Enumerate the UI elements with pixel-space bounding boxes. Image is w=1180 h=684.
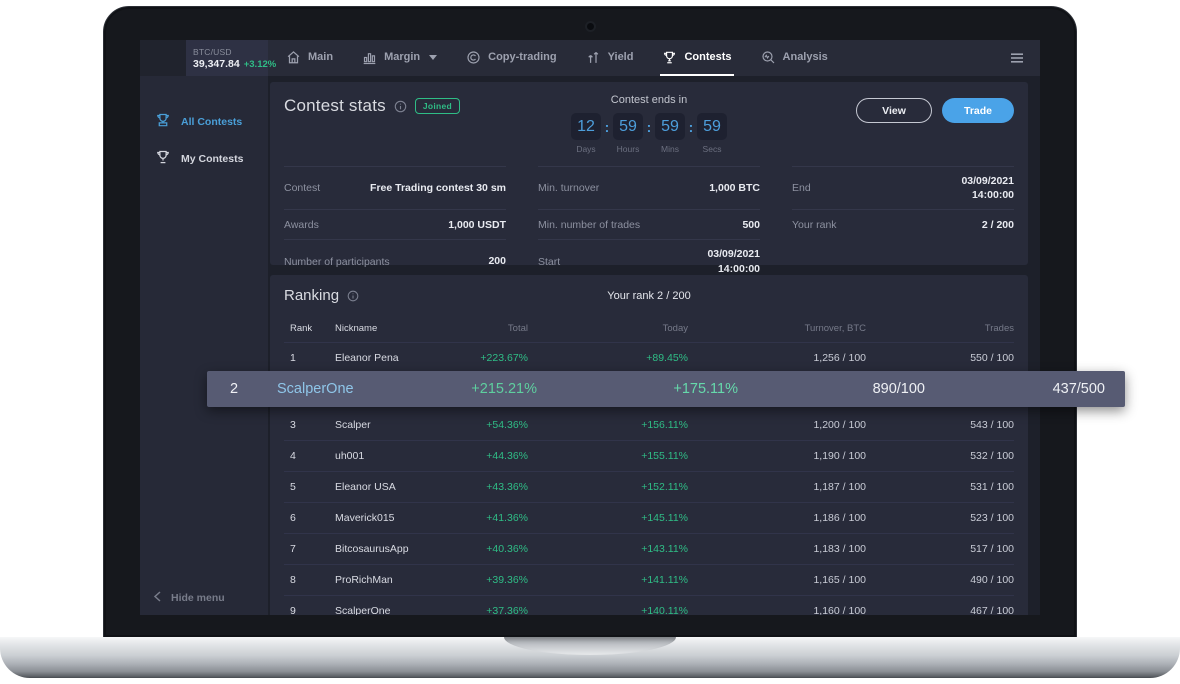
sidebar-item-all-contests[interactable]: All Contests: [140, 103, 268, 140]
trading-app-screen: BTC/USD 39,347.84 +3.12% Main: [140, 40, 1040, 615]
view-button[interactable]: View: [856, 98, 932, 123]
nav-item-label: Margin: [384, 51, 421, 63]
nav-menu: Main Margin: [268, 40, 1008, 76]
analysis-search-icon: [761, 50, 776, 65]
nav-item-main[interactable]: Main: [284, 40, 335, 76]
laptop-base-notch: [504, 637, 676, 655]
my-contests-trophy-icon: [155, 149, 171, 168]
table-row[interactable]: 6 Maverick015 +41.36% +145.11% 1,186 / 1…: [284, 503, 1014, 534]
sidebar-item-label: My Contests: [181, 152, 244, 165]
copy-trading-icon: [466, 50, 481, 65]
joined-badge: Joined: [414, 98, 461, 114]
table-row[interactable]: 7 BitcosaurusApp +40.36% +143.11% 1,183 …: [284, 534, 1014, 565]
nav-item-contests[interactable]: Contests: [660, 40, 734, 76]
field-min-trades: Min. number of trades 500: [538, 209, 760, 239]
highlighted-nickname: ScalperOne: [277, 381, 354, 397]
countdown-separator: [685, 113, 697, 140]
ranking-title: Ranking: [284, 287, 340, 304]
nav-item-label: Copy-trading: [488, 51, 557, 63]
field-your-rank: Your rank 2 / 200: [792, 209, 1014, 239]
contest-stats-title: Contest stats: [284, 96, 386, 115]
highlighted-total: +215.21%: [471, 381, 537, 397]
countdown-secs: 59 Secs: [697, 113, 727, 154]
contest-countdown: Contest ends in 12 Days 59: [571, 94, 727, 154]
hamburger-menu-icon[interactable]: [1008, 40, 1040, 76]
sidebar-item-label: All Contests: [181, 115, 243, 128]
nav-item-copy-trading[interactable]: Copy-trading: [464, 40, 558, 76]
nav-item-label: Contests: [684, 51, 732, 63]
home-icon: [286, 50, 301, 65]
top-nav: BTC/USD 39,347.84 +3.12% Main: [140, 40, 1040, 76]
contests-sidebar: All Contests My Contests Hide menu: [140, 76, 268, 615]
yield-arrows-icon: [586, 50, 601, 65]
hide-menu-button[interactable]: Hide menu: [153, 591, 225, 605]
highlighted-trades: 437/500: [1052, 381, 1105, 397]
chart-bars-icon: [362, 50, 377, 65]
hide-menu-label: Hide menu: [171, 592, 225, 604]
highlighted-ranking-row[interactable]: 2 ScalperOne +215.21% +175.11% 890/100 4…: [207, 371, 1125, 407]
trophy-icon: [662, 50, 677, 65]
countdown-hours: 59 Hours: [613, 113, 643, 154]
nav-item-margin[interactable]: Margin: [360, 40, 439, 76]
main-content: Contest stats Joined Contest ends in: [268, 76, 1040, 615]
ticker-pair: BTC/USD: [193, 46, 232, 57]
nav-item-yield[interactable]: Yield: [584, 40, 636, 76]
highlighted-turnover: 890/100: [872, 381, 925, 397]
table-row[interactable]: 5 Eleanor USA +43.36% +152.11% 1,187 / 1…: [284, 472, 1014, 503]
ticker-change: +3.12%: [243, 58, 277, 70]
btc-usd-ticker[interactable]: BTC/USD 39,347.84 +3.12%: [186, 40, 276, 76]
countdown-title: Contest ends in: [610, 94, 688, 106]
table-row[interactable]: 3 Scalper +54.36% +156.11% 1,200 / 100 5…: [284, 410, 1014, 441]
laptop-screen-bezel: BTC/USD 39,347.84 +3.12% Main: [103, 6, 1077, 638]
countdown-separator: [601, 113, 613, 140]
table-row[interactable]: 4 uh001 +44.36% +155.11% 1,190 / 100 532…: [284, 441, 1014, 472]
field-contest: Contest Free Trading contest 30 sm: [284, 166, 506, 209]
contest-fields: Contest Free Trading contest 30 sm Min. …: [284, 166, 1014, 283]
contest-stats-panel: Contest stats Joined Contest ends in: [270, 82, 1028, 275]
trade-button[interactable]: Trade: [942, 98, 1014, 123]
all-contests-trophy-icon: [155, 112, 171, 131]
table-row[interactable]: 8 ProRichMan +39.36% +141.11% 1,165 / 10…: [284, 565, 1014, 596]
field-participants: Number of participants 200: [284, 239, 506, 282]
highlighted-today: +175.11%: [673, 381, 738, 397]
logo-zone: [140, 40, 186, 76]
ranking-panel: Ranking Your rank 2 / 200 Rank Nickname …: [270, 275, 1028, 615]
field-min-turnover: Min. turnover 1,000 BTC: [538, 166, 760, 209]
ticker-price: 39,347.84: [193, 57, 240, 70]
laptop-base: [0, 637, 1180, 678]
countdown-separator: [643, 113, 655, 140]
nav-item-analysis[interactable]: Analysis: [759, 40, 830, 76]
your-rank-text: Your rank 2 / 200: [607, 290, 691, 302]
field-start: Start 03/09/2021 14:00:00: [538, 239, 760, 282]
highlighted-rank: 2: [230, 381, 239, 397]
nav-item-label: Main: [308, 51, 334, 63]
countdown-mins: 59 Mins: [655, 113, 685, 154]
sidebar-item-my-contests[interactable]: My Contests: [140, 140, 268, 177]
info-icon[interactable]: [347, 290, 359, 302]
info-icon[interactable]: [394, 100, 407, 113]
table-row[interactable]: 9 ScalperOne +37.36% +140.11% 1,160 / 10…: [284, 596, 1014, 615]
countdown-days: 12 Days: [571, 113, 601, 154]
ranking-table-header: Rank Nickname Total Today Turnover, BTC …: [284, 313, 1014, 343]
table-row[interactable]: 1 Eleanor Pena +223.67% +89.45% 1,256 / …: [284, 343, 1014, 374]
field-awards: Awards 1,000 USDT: [284, 209, 506, 239]
nav-item-label: Yield: [607, 51, 634, 63]
nav-item-label: Analysis: [782, 51, 828, 63]
field-end: End 03/09/2021 14:00:00: [792, 166, 1014, 209]
chevron-down-icon: [429, 54, 438, 60]
laptop-camera-icon: [587, 23, 594, 30]
chevron-left-icon: [153, 591, 162, 605]
